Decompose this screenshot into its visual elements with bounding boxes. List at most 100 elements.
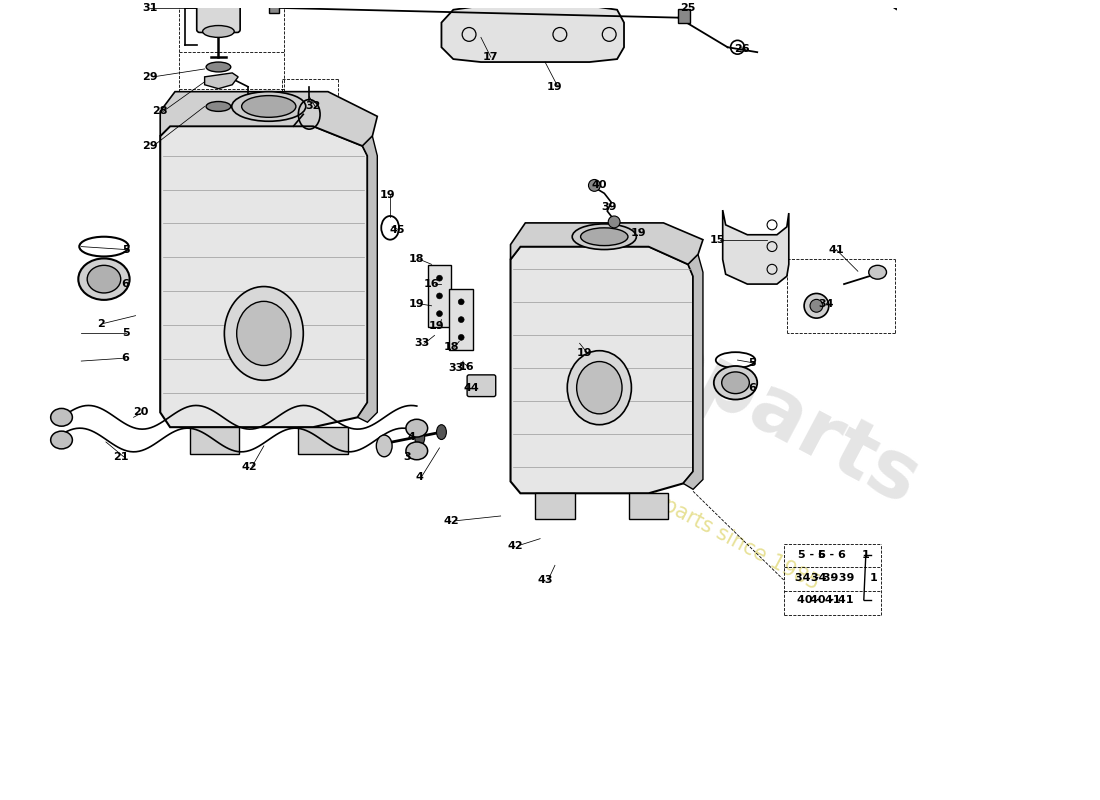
Circle shape	[459, 299, 464, 305]
Polygon shape	[441, 6, 624, 62]
Text: europarts: europarts	[503, 244, 933, 522]
Text: 41: 41	[828, 245, 844, 254]
Text: 19: 19	[576, 348, 593, 358]
Text: 42: 42	[241, 462, 256, 472]
Text: 6: 6	[748, 382, 756, 393]
Ellipse shape	[406, 419, 428, 437]
Ellipse shape	[714, 366, 757, 399]
Text: 21: 21	[113, 452, 129, 462]
Text: 4: 4	[416, 471, 424, 482]
FancyBboxPatch shape	[197, 5, 240, 33]
Polygon shape	[161, 126, 367, 427]
Polygon shape	[358, 136, 377, 422]
Text: 4: 4	[408, 432, 416, 442]
Text: 25: 25	[681, 2, 696, 13]
Circle shape	[459, 334, 464, 340]
Text: 19: 19	[409, 299, 425, 309]
Text: 1: 1	[862, 550, 870, 561]
Ellipse shape	[206, 102, 231, 111]
Text: 16: 16	[424, 279, 439, 289]
Polygon shape	[723, 210, 789, 284]
Text: 43: 43	[537, 575, 553, 585]
Text: 5: 5	[122, 245, 130, 254]
Text: 40 - 41: 40 - 41	[811, 595, 854, 605]
Circle shape	[437, 275, 442, 281]
Ellipse shape	[568, 350, 631, 425]
Text: 19: 19	[631, 228, 647, 238]
Circle shape	[459, 317, 464, 322]
Text: 19: 19	[547, 82, 563, 92]
Text: a passion for parts since 1985: a passion for parts since 1985	[535, 428, 822, 594]
Ellipse shape	[572, 224, 636, 250]
Polygon shape	[510, 223, 703, 264]
Polygon shape	[449, 289, 473, 350]
Text: 6: 6	[122, 279, 130, 289]
Text: 20: 20	[133, 407, 148, 418]
Ellipse shape	[415, 430, 425, 446]
Text: 44: 44	[463, 382, 478, 393]
Text: 39: 39	[602, 202, 617, 212]
FancyBboxPatch shape	[679, 9, 690, 22]
Text: 34 - 39: 34 - 39	[794, 573, 838, 583]
Polygon shape	[683, 254, 703, 490]
Polygon shape	[826, 0, 979, 8]
Polygon shape	[510, 246, 693, 494]
Text: 18: 18	[443, 342, 459, 352]
Ellipse shape	[78, 258, 130, 300]
Ellipse shape	[576, 362, 621, 414]
Ellipse shape	[242, 96, 296, 118]
Circle shape	[437, 310, 442, 317]
Ellipse shape	[869, 266, 887, 279]
Text: 42: 42	[443, 516, 459, 526]
Text: 5 - 6: 5 - 6	[818, 550, 846, 561]
Text: 31: 31	[143, 2, 158, 13]
Text: 19: 19	[379, 190, 395, 200]
Ellipse shape	[581, 228, 628, 246]
Text: 28: 28	[153, 106, 168, 116]
Ellipse shape	[202, 26, 234, 38]
Text: 45: 45	[389, 225, 405, 235]
Text: 33: 33	[449, 363, 464, 373]
Text: 19: 19	[429, 321, 444, 330]
Text: 1: 1	[870, 573, 878, 583]
Text: 3: 3	[403, 452, 410, 462]
Polygon shape	[536, 494, 574, 519]
Text: 34: 34	[818, 299, 834, 309]
Ellipse shape	[206, 62, 231, 72]
Circle shape	[437, 293, 442, 299]
Polygon shape	[298, 427, 348, 454]
Text: 17: 17	[483, 52, 498, 62]
Text: 33: 33	[414, 338, 429, 348]
Ellipse shape	[376, 435, 392, 457]
Text: 40: 40	[592, 181, 607, 190]
Text: 6: 6	[122, 353, 130, 363]
Text: 5: 5	[748, 358, 756, 368]
Polygon shape	[161, 92, 377, 146]
Circle shape	[588, 179, 601, 191]
Text: 34 - 39: 34 - 39	[811, 573, 854, 583]
Ellipse shape	[804, 294, 828, 318]
Polygon shape	[629, 494, 669, 519]
Circle shape	[608, 216, 620, 228]
Text: 42: 42	[507, 541, 524, 550]
Text: 15: 15	[711, 234, 725, 245]
Ellipse shape	[224, 286, 304, 380]
Ellipse shape	[232, 92, 306, 122]
Ellipse shape	[810, 299, 823, 312]
Ellipse shape	[406, 442, 428, 460]
Ellipse shape	[722, 372, 749, 394]
Ellipse shape	[51, 409, 73, 426]
Ellipse shape	[236, 302, 292, 366]
Text: 32: 32	[306, 102, 321, 111]
Text: 29: 29	[143, 141, 158, 151]
Text: 40 - 41: 40 - 41	[796, 595, 840, 605]
Text: 5: 5	[122, 329, 130, 338]
FancyBboxPatch shape	[468, 375, 496, 397]
Polygon shape	[190, 427, 239, 454]
Text: 16: 16	[459, 362, 474, 372]
FancyBboxPatch shape	[268, 1, 278, 13]
Polygon shape	[205, 73, 239, 89]
Text: 26: 26	[735, 44, 750, 54]
Text: 29: 29	[143, 72, 158, 82]
Ellipse shape	[437, 425, 447, 439]
